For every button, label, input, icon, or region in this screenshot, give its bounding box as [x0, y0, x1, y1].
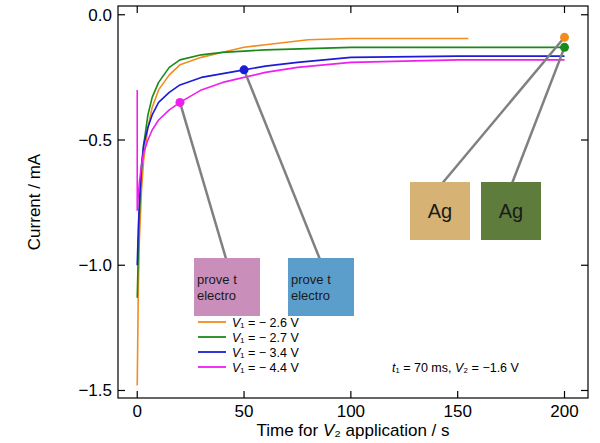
x-tick-label: 0	[132, 402, 141, 421]
photo-inset	[410, 182, 470, 240]
y-tick	[118, 390, 125, 391]
y-tick	[118, 14, 125, 15]
legend-swatch	[198, 366, 226, 368]
y-tick-label: −1.0	[78, 256, 112, 275]
legend-label: V₁ = − 4.4 V	[232, 361, 299, 375]
insets: AgAgprove telectroprove telectro	[194, 182, 541, 316]
chart: 0 50 100 150 200 0.0 −0.5 −1.0 −1.5 Time for V₂ a…	[0, 0, 600, 443]
leader-line	[244, 70, 321, 262]
y-tick-label: −0.5	[78, 131, 112, 150]
x-tick	[243, 391, 244, 398]
photo-point	[175, 98, 184, 107]
leader-line	[511, 47, 565, 186]
y-tick	[118, 265, 125, 266]
photo-inset	[481, 182, 541, 240]
x-axis-title: Time for V₂ application / s	[256, 421, 449, 440]
plot-area	[137, 39, 564, 386]
x-tick	[137, 391, 138, 398]
plot-frame	[118, 6, 588, 398]
x-tick-label: 150	[443, 402, 471, 421]
x-tick	[457, 6, 458, 13]
x-tick	[137, 6, 138, 13]
x-tick-label: 200	[550, 402, 578, 421]
y-tick-label: 0.0	[88, 6, 112, 25]
y-tick	[581, 139, 588, 140]
photo-text: prove t	[291, 272, 331, 287]
photo-inset	[288, 258, 354, 316]
x-tick	[457, 391, 458, 398]
photo-inset	[194, 258, 260, 316]
y-tick	[581, 390, 588, 391]
photo-point	[240, 65, 249, 74]
legend-swatch	[198, 351, 226, 353]
photo-text: electro	[197, 288, 236, 303]
annotation: t₁ = 70 ms, V₂ = −1.6 V	[392, 361, 520, 375]
photo-text: Ag	[428, 200, 452, 222]
legend-label: V₁ = − 2.6 V	[232, 316, 299, 330]
legend-swatch	[198, 321, 226, 323]
y-tick-label: −1.5	[78, 381, 112, 400]
y-tick	[581, 265, 588, 266]
x-tick	[243, 6, 244, 13]
legend-swatch	[198, 336, 226, 338]
y-axis-title: Current / mA	[25, 153, 44, 250]
y-tick	[118, 139, 125, 140]
photo-text: electro	[291, 288, 330, 303]
series-line	[137, 56, 564, 265]
photo-point	[560, 43, 569, 52]
leader-line	[440, 37, 565, 186]
leader-line	[180, 102, 227, 262]
x-tick-label: 50	[235, 402, 254, 421]
y-tick	[581, 14, 588, 15]
x-tick	[350, 391, 351, 398]
legend-label: V₁ = − 3.4 V	[232, 346, 299, 360]
photo-text: Ag	[499, 200, 523, 222]
leaders	[180, 37, 565, 262]
x-tick	[564, 6, 565, 13]
photo-text: prove t	[197, 272, 237, 287]
x-tick-label: 100	[337, 402, 365, 421]
legend: V₁ = − 2.6 VV₁ = − 2.7 VV₁ = − 3.4 VV₁ =…	[198, 316, 299, 375]
x-tick	[564, 391, 565, 398]
photo-point	[560, 33, 569, 42]
x-tick	[350, 6, 351, 13]
legend-label: V₁ = − 2.7 V	[232, 331, 299, 345]
